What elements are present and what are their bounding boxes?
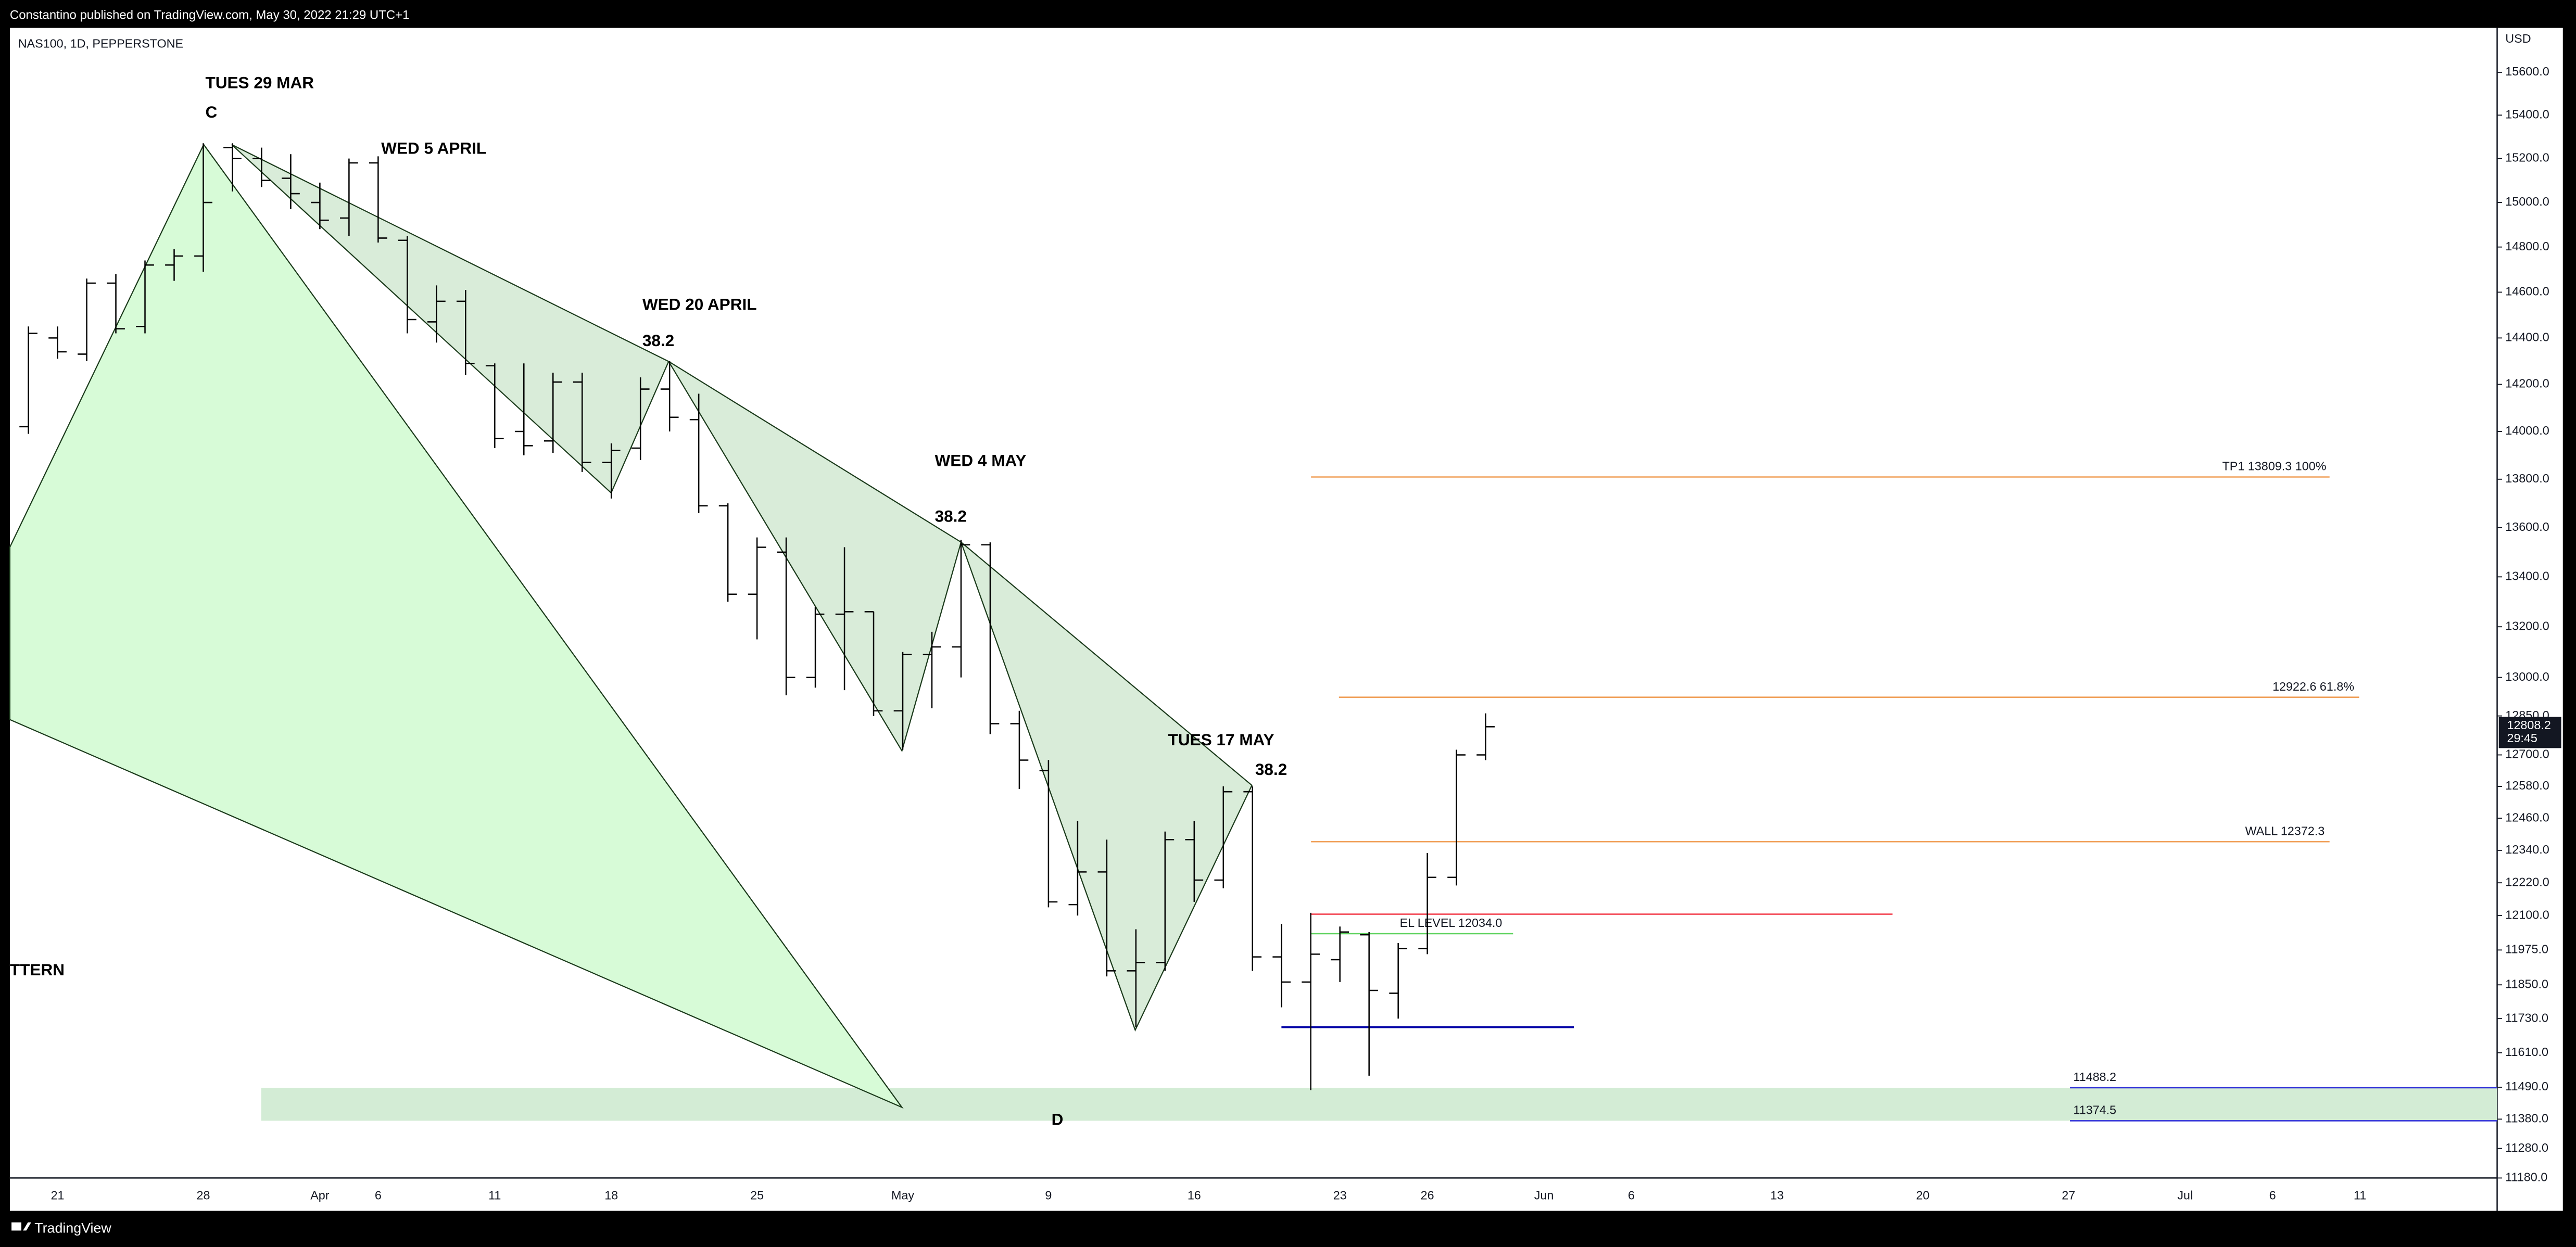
y-tick-label: 13800.0 (2505, 472, 2549, 485)
annotation: TUES 17 MAY (1168, 730, 1274, 749)
logo-shape (23, 1222, 31, 1231)
logo-shape (11, 1222, 22, 1231)
x-tick-label: 26 (1421, 1188, 1434, 1202)
price-level-label: TP1 13809.3 100% (2223, 460, 2327, 473)
target-zone (261, 1087, 2497, 1121)
annotation: TUES 29 MAR (205, 73, 314, 92)
x-tick-label: 20 (1916, 1188, 1929, 1202)
currency: USD (2505, 32, 2531, 45)
pattern-triangle (9, 143, 904, 1109)
x-tick-label: Jun (1534, 1188, 1554, 1202)
x-tick-label: Apr (310, 1188, 330, 1202)
x-tick-label: 21 (51, 1188, 65, 1202)
y-tick-label: 11380.0 (2505, 1112, 2548, 1125)
price-level-label: WALL 12372.3 (2245, 824, 2325, 837)
y-tick-label: 11610.0 (2505, 1045, 2548, 1059)
y-tick-label: 13200.0 (2505, 619, 2549, 632)
annotation: C (205, 103, 217, 121)
y-tick-label: 11280.0 (2505, 1141, 2548, 1154)
harmonic-pattern (9, 143, 1253, 1109)
y-tick-label: 14400.0 (2505, 330, 2549, 344)
y-tick-label: 13400.0 (2505, 569, 2549, 583)
x-tick-label: 6 (1628, 1188, 1635, 1202)
annotation: TTERN (10, 960, 65, 979)
price-level-label: EL LEVEL 12034.0 (1400, 916, 1502, 930)
y-tick-label: 14200.0 (2505, 377, 2549, 390)
x-tick-label: 6 (375, 1188, 382, 1202)
y-tick-label: 11180.0 (2505, 1170, 2547, 1184)
x-tick-label: 23 (1333, 1188, 1347, 1202)
published-line: Constantino published on TradingView.com… (10, 8, 410, 22)
y-tick-label: 14600.0 (2505, 285, 2549, 298)
y-tick-label: 12580.0 (2505, 779, 2549, 792)
x-tick-label: Jul (2177, 1188, 2193, 1202)
last-price-badge (2498, 717, 2561, 748)
x-tick-label: 18 (604, 1188, 618, 1202)
x-tick-label: May (891, 1188, 914, 1202)
y-tick-label: 12100.0 (2505, 908, 2549, 921)
y-tick-label: 15400.0 (2505, 107, 2549, 121)
tradingview-logo (11, 1222, 31, 1231)
brand: TradingView (34, 1220, 111, 1236)
annotation: 38.2 (935, 507, 967, 526)
annotation: WED 4 MAY (935, 451, 1027, 469)
annotation: WED 5 APRIL (381, 139, 486, 158)
y-tick-label: 12460.0 (2505, 810, 2549, 824)
y-tick-label: 11850.0 (2505, 977, 2548, 990)
y-tick-label: 12340.0 (2505, 843, 2549, 856)
price-axis (2497, 28, 2563, 1211)
annotation: D (1052, 1110, 1064, 1128)
y-tick-label: 11975.0 (2505, 943, 2548, 956)
annotation: WED 20 APRIL (642, 295, 757, 314)
x-tick-label: 13 (1770, 1188, 1784, 1202)
y-tick-label: 11490.0 (2505, 1079, 2548, 1093)
x-tick-label: 16 (1188, 1188, 1201, 1202)
symbol-title: NAS100, 1D, PEPPERSTONE (18, 36, 183, 50)
y-tick-label: 14000.0 (2505, 424, 2549, 437)
last-price-label: 12808.2 (2507, 718, 2550, 732)
countdown: 29:45 (2507, 731, 2537, 745)
y-tick-label: 13000.0 (2505, 670, 2549, 683)
price-level-label: 11374.5 (2073, 1103, 2116, 1117)
y-tick-label: 11730.0 (2505, 1011, 2548, 1024)
annotation: 38.2 (642, 331, 674, 350)
x-tick-label: 11 (488, 1188, 501, 1202)
y-tick-label: 15200.0 (2505, 151, 2549, 164)
y-tick-label: 15000.0 (2505, 195, 2549, 208)
x-tick-label: 9 (1045, 1188, 1052, 1202)
time-axis (9, 1178, 2497, 1211)
y-tick-label: 12220.0 (2505, 875, 2549, 888)
x-tick-label: 11 (2354, 1188, 2366, 1202)
y-tick-label: 14800.0 (2505, 239, 2549, 253)
price-level-label: 12922.6 61.8% (2272, 680, 2354, 693)
x-tick-label: 6 (2269, 1188, 2276, 1202)
x-tick-label: 27 (2062, 1188, 2075, 1202)
price-level-label: 11488.2 (2073, 1070, 2116, 1084)
annotation: 38.2 (1255, 760, 1287, 779)
y-tick-label: 12700.0 (2505, 747, 2549, 761)
x-tick-label: 28 (196, 1188, 210, 1202)
y-tick-label: 13600.0 (2505, 520, 2549, 533)
x-tick-label: 25 (750, 1188, 764, 1202)
y-tick-label: 15600.0 (2505, 65, 2549, 78)
